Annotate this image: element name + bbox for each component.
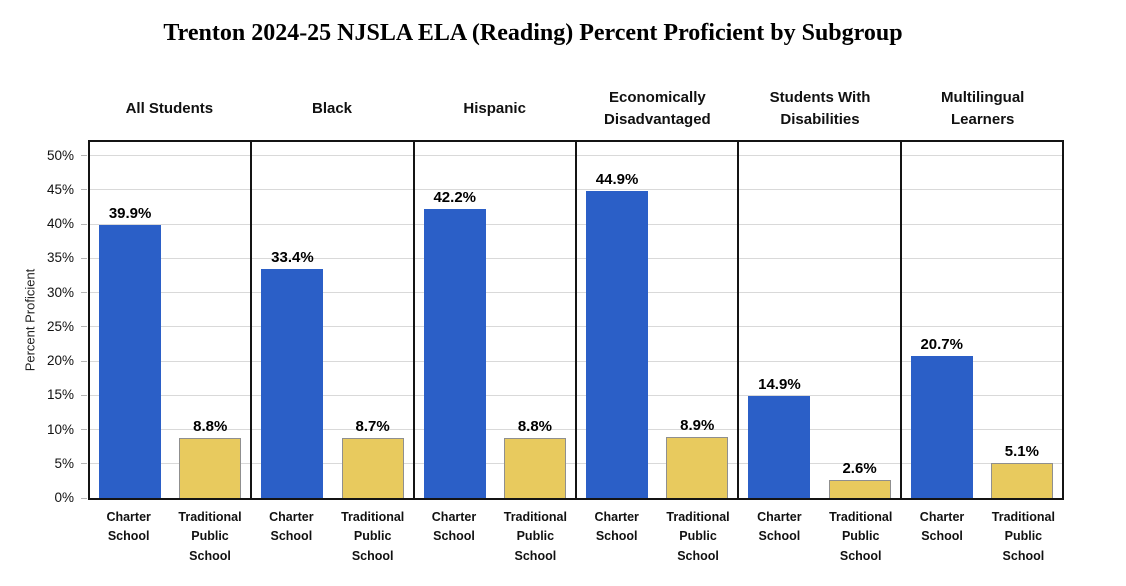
x-axis-label-charter: Charter School [919, 510, 965, 544]
y-tick-mark [81, 394, 87, 396]
charter-bar [99, 224, 162, 498]
subgroup-header-multilingual-learners: Multilingual Learners [941, 89, 1025, 128]
charter-bar [261, 269, 324, 498]
traditional-bar [828, 480, 891, 498]
y-axis-ticks: 0% 5% 10% 15% 20% 25% 30% 35% 40% 45% 50… [0, 142, 88, 505]
traditional-bar-slot: 8.8% [495, 142, 575, 498]
traditional-bar-slot: 5.1% [982, 142, 1062, 498]
bar-value-label: 20.7% [920, 336, 963, 354]
xlabel-group-multilingual-learners: Charter School Traditional Public School [901, 508, 1064, 566]
x-axis-label-traditional: Traditional Public School [341, 510, 405, 563]
y-tick-label: 5% [54, 455, 74, 471]
x-axis-label-charter: Charter School [269, 510, 314, 544]
y-tick-label: 45% [46, 181, 74, 197]
subgroup-header-black: Black [311, 100, 353, 118]
traditional-bar-slot: 8.8% [170, 142, 250, 498]
charter-bar [748, 396, 811, 498]
y-tick-label: 20% [46, 353, 74, 369]
y-tick-mark [81, 429, 87, 431]
bar-value-label: 8.7% [355, 418, 390, 436]
xlabel-group-all-students: Charter School Traditional Public School [88, 508, 251, 566]
bar-value-label: 39.9% [108, 204, 152, 222]
panel-economically-disadvantaged: 44.9% 8.9% [574, 142, 737, 498]
y-tick-mark [81, 257, 87, 259]
bar-value-label: 8.9% [680, 417, 715, 435]
chart-title: Trenton 2024-25 NJSLA ELA (Reading) Perc… [163, 20, 903, 46]
charter-bar-slot: 44.9% [577, 142, 657, 498]
x-axis-label-charter: Charter School [757, 510, 802, 544]
x-axis-label-charter: Charter School [594, 510, 639, 544]
bar-value-label: 8.8% [193, 417, 228, 435]
y-tick-mark [81, 223, 87, 225]
bar-value-label: 5.1% [1004, 443, 1039, 461]
charter-bar [423, 209, 486, 498]
y-tick-label: 30% [46, 284, 74, 300]
y-tick-label: 40% [46, 216, 74, 232]
x-axis-label-traditional: Traditional Public School [991, 510, 1055, 563]
bar-value-label: 2.6% [842, 460, 877, 478]
y-tick-label: 0% [54, 490, 74, 505]
bar-value-label: 44.9% [595, 170, 639, 188]
bar-value-label: 42.2% [433, 189, 477, 207]
y-tick-mark [81, 292, 87, 294]
y-tick-mark [81, 360, 87, 362]
x-axis-label-traditional: Traditional Public School [666, 510, 730, 563]
charter-bar-slot: 14.9% [739, 142, 819, 498]
x-axis-label-charter: Charter School [106, 510, 151, 544]
x-axis-labels-row: Charter School Traditional Public School… [88, 508, 1064, 566]
traditional-bar-slot: 8.9% [657, 142, 737, 498]
traditional-bar [666, 437, 729, 498]
panel-students-with-disabilities: 14.9% 2.6% [737, 142, 899, 498]
charter-bar [910, 356, 973, 498]
xlabel-group-black: Charter School Traditional Public School [251, 508, 414, 566]
bar-value-label: 14.9% [758, 376, 801, 393]
y-tick-label: 15% [46, 387, 74, 403]
y-tick-mark [81, 155, 87, 157]
traditional-bar-slot: 2.6% [819, 142, 899, 498]
y-tick-mark [81, 463, 87, 465]
xlabel-group-economically-disadvantaged: Charter School Traditional Public School [576, 508, 739, 566]
subgroup-header-economically-disadvantaged: Economically Disadvantaged [604, 89, 711, 128]
y-tick-label: 25% [46, 318, 74, 334]
y-tick-mark [81, 326, 87, 328]
y-tick-label: 35% [46, 250, 74, 266]
x-axis-label-charter: Charter School [431, 510, 477, 544]
traditional-bar [179, 437, 242, 498]
y-tick-mark [81, 189, 87, 191]
subgroup-panels: 39.9% 8.8% 33.4% 8.7% [90, 142, 1062, 498]
panel-hispanic: 42.2% 8.8% [412, 142, 575, 498]
xlabel-group-hispanic: Charter School Traditional Public School [413, 508, 576, 566]
y-tick-mark [81, 497, 87, 499]
bar-value-label: 33.4% [271, 249, 314, 267]
y-tick-label: 50% [46, 147, 74, 163]
charter-bar-slot: 42.2% [415, 142, 495, 498]
subgroup-header-students-with-disabilities: Students With Disabilities [769, 89, 871, 128]
charter-bar-slot: 33.4% [252, 142, 332, 498]
xlabel-group-students-with-disabilities: Charter School Traditional Public School [739, 508, 902, 566]
x-axis-label-traditional: Traditional Public School [829, 510, 893, 563]
x-axis-label-traditional: Traditional Public School [178, 510, 242, 563]
panel-multilingual-learners: 20.7% 5.1% [899, 142, 1062, 498]
panel-black: 33.4% 8.7% [250, 142, 412, 498]
subgroup-header-hispanic: Hispanic [463, 100, 526, 118]
plot-area: 39.9% 8.8% 33.4% 8.7% [88, 140, 1064, 500]
subgroup-headers-row: All Students Black Hispanic Economically… [88, 84, 1064, 134]
panel-all-students: 39.9% 8.8% [90, 142, 250, 498]
y-tick-label: 10% [46, 421, 74, 437]
charter-bar-slot: 20.7% [902, 142, 982, 498]
bar-value-label: 8.8% [517, 417, 553, 435]
traditional-bar [341, 438, 404, 498]
traditional-bar-slot: 8.7% [333, 142, 413, 498]
x-axis-label-traditional: Traditional Public School [503, 510, 567, 563]
charter-bar-slot: 39.9% [90, 142, 170, 498]
subgroup-header-all-students: All Students [125, 100, 214, 118]
traditional-bar [990, 463, 1053, 498]
charter-bar [586, 190, 649, 498]
traditional-bar [503, 437, 566, 498]
